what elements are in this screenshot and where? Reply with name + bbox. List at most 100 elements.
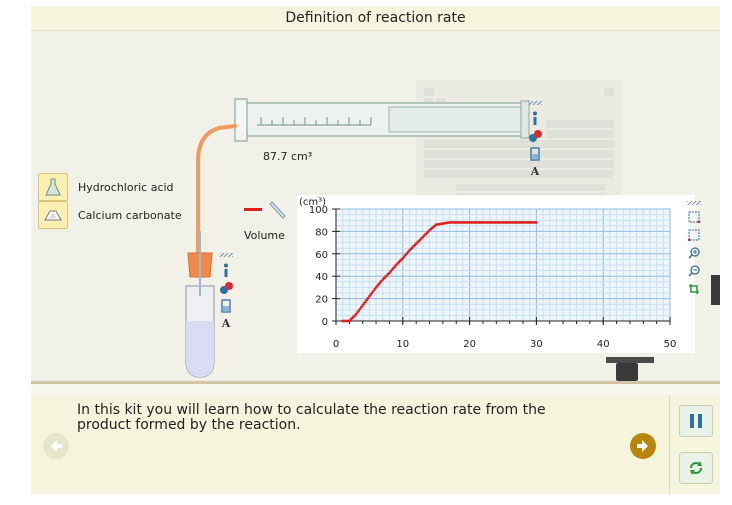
data-point	[373, 287, 376, 291]
data-point	[378, 281, 382, 284]
data-point	[515, 221, 518, 224]
text-icon[interactable]: A	[530, 165, 540, 178]
pen-icon[interactable]	[269, 199, 289, 221]
data-point	[432, 225, 435, 229]
data-point	[401, 257, 404, 260]
previous-button[interactable]	[43, 433, 69, 459]
data-point	[481, 221, 485, 224]
syringe[interactable]	[234, 98, 530, 142]
data-point	[511, 221, 514, 224]
page-title: Definition of reaction rate	[31, 6, 720, 31]
data-point	[418, 238, 422, 241]
data-point	[386, 272, 390, 276]
data-point	[348, 319, 351, 323]
x-tick-label: 0	[333, 339, 339, 350]
data-point	[341, 319, 344, 323]
syringe-volume-label: 87.7 cm³	[263, 150, 313, 163]
data-point	[364, 300, 367, 303]
data-point	[396, 262, 399, 265]
data-point	[420, 237, 423, 240]
data-point	[422, 234, 426, 237]
data-point	[421, 235, 425, 239]
data-point	[451, 221, 454, 224]
data-point	[465, 221, 469, 224]
volume-chart: 02040608010001020304050(cm³)(s)Simulatio…	[299, 197, 676, 364]
data-point	[437, 223, 441, 226]
data-point	[417, 239, 421, 243]
data-point	[472, 221, 475, 224]
data-point	[496, 221, 499, 224]
data-point	[385, 274, 388, 277]
data-point	[463, 221, 466, 224]
data-point	[405, 252, 409, 255]
data-point	[426, 230, 430, 233]
tube-toolbar: A	[219, 253, 233, 335]
data-point	[535, 221, 538, 224]
data-point	[413, 243, 417, 247]
conical-flask-icon	[38, 173, 68, 201]
mortar-icon	[38, 201, 68, 229]
arrow-left-icon	[51, 440, 62, 452]
y-axis-unit: (cm³)	[299, 197, 326, 208]
instruction-panel: In this kit you will learn how to calcul…	[31, 395, 720, 494]
data-point	[416, 241, 419, 244]
beaker-icon[interactable]	[528, 147, 542, 161]
data-point	[488, 221, 491, 224]
reagent-label: Hydrochloric acid	[78, 180, 174, 194]
test-tube[interactable]	[185, 231, 215, 378]
pause-button[interactable]	[679, 405, 713, 437]
select-icon[interactable]	[687, 211, 701, 225]
data-point	[374, 286, 378, 289]
select-alt-icon[interactable]	[687, 229, 701, 243]
y-tick-label: 0	[322, 317, 328, 328]
data-point	[507, 221, 510, 224]
data-point	[400, 258, 403, 261]
data-point	[491, 221, 494, 224]
data-point	[345, 319, 348, 323]
molecule-icon[interactable]	[528, 129, 542, 143]
data-point	[410, 246, 414, 249]
refresh-icon	[690, 461, 702, 475]
zoom-in-icon[interactable]	[687, 247, 701, 261]
toolbar-handle[interactable]	[687, 201, 701, 205]
data-point	[428, 229, 431, 232]
y-tick-label: 40	[315, 272, 328, 283]
crop-icon[interactable]	[687, 283, 701, 297]
reagent-panel: Hydrochloric acid Calcium carbonate	[38, 173, 198, 229]
data-point	[455, 221, 458, 224]
data-point	[398, 259, 402, 263]
data-point	[368, 295, 371, 298]
data-point	[471, 221, 474, 224]
info-icon[interactable]	[219, 263, 233, 277]
reset-button[interactable]	[679, 452, 713, 484]
data-point	[406, 250, 410, 254]
zoom-out-icon[interactable]	[687, 265, 701, 279]
toolbar-handle[interactable]	[219, 253, 233, 257]
data-point	[436, 223, 439, 226]
next-button[interactable]	[630, 433, 656, 459]
reagent-item-calcium-carbonate[interactable]: Calcium carbonate	[38, 201, 198, 229]
data-point	[453, 221, 457, 224]
text-icon[interactable]: A	[221, 317, 231, 330]
simulation-stage: 87.7 cm³ A A Hydrochloric acid	[31, 31, 720, 384]
data-point	[456, 221, 459, 224]
data-point	[445, 221, 449, 225]
data-point	[439, 222, 442, 226]
data-point	[527, 221, 530, 224]
pause-icon	[690, 414, 702, 428]
legend-swatch	[244, 208, 262, 211]
molecule-icon[interactable]	[219, 281, 233, 295]
chart-panel: 02040608010001020304050(cm³)(s)Simulatio…	[297, 195, 695, 364]
data-point	[523, 221, 526, 224]
graph-toolbar	[687, 201, 701, 301]
data-point	[408, 249, 411, 252]
beaker-icon[interactable]	[219, 299, 233, 313]
data-point	[360, 305, 363, 309]
toolbar-handle[interactable]	[528, 101, 542, 105]
data-point	[402, 255, 406, 258]
data-point	[424, 233, 427, 236]
data-point	[350, 317, 354, 320]
info-icon[interactable]	[528, 111, 542, 125]
data-point	[433, 224, 437, 227]
reagent-item-hydrochloric-acid[interactable]: Hydrochloric acid	[38, 173, 198, 201]
